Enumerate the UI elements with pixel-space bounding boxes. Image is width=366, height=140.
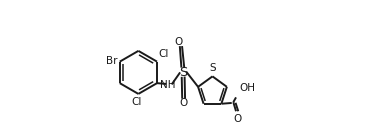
Text: Br: Br xyxy=(106,56,117,66)
Text: OH: OH xyxy=(240,83,256,93)
Text: O: O xyxy=(233,114,242,124)
Text: S: S xyxy=(179,66,187,79)
Text: NH: NH xyxy=(160,80,176,90)
Text: S: S xyxy=(209,63,216,73)
Text: O: O xyxy=(180,98,188,108)
Text: Cl: Cl xyxy=(132,97,142,107)
Text: O: O xyxy=(175,37,183,47)
Text: Cl: Cl xyxy=(158,49,169,59)
